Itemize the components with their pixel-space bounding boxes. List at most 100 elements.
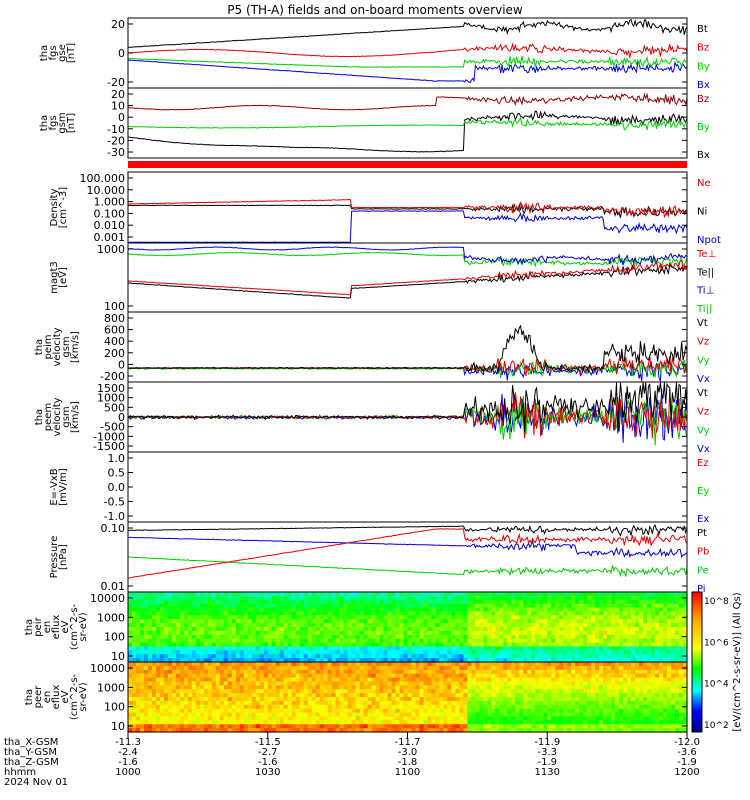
spectrogram-cell [275,607,281,613]
spectrogram-cell [523,673,528,679]
spectrogram-cell [503,627,508,632]
spectrogram-cell [591,611,596,616]
spectrogram-cell [467,720,472,725]
spectrogram-cell [371,662,377,667]
spectrogram-cell [279,646,285,651]
spectrogram-cell [571,623,576,628]
spectrogram-cell [235,650,241,655]
spectrogram-cell [383,615,389,620]
spectrogram-cell [315,611,321,616]
spectrogram-cell [531,619,536,624]
spectrogram-cell [299,720,305,725]
spectrogram-cell [475,681,480,686]
spectrogram-cell [271,693,277,698]
spectrogram-cell [411,619,417,624]
spectrogram-cell [371,615,377,620]
spectrogram-cell [187,677,193,683]
spectrogram-cell [343,627,349,632]
spectrogram-cell [435,662,440,667]
spectrogram-cell [423,677,429,683]
spectrogram-cell [395,693,401,698]
spectrogram-cell [315,599,321,605]
spectrogram-cell [571,646,576,651]
spectrogram-cell [475,619,480,624]
spectrogram-cell [659,615,664,620]
spectrogram-cell [275,665,281,671]
spectrogram-cell [183,592,189,597]
spectrogram-cell [551,615,556,620]
spectrogram-cell [487,654,492,659]
spectrogram-cell [603,611,608,616]
legend-efield-2: Ex [697,514,709,525]
spectrogram-cell [187,689,193,694]
spectrogram-cell [355,673,361,679]
spectrogram-cell [519,669,524,675]
spectrogram-cell [327,603,333,609]
spectrogram-cell [531,708,536,714]
spectrogram-cell [535,603,540,609]
spectrogram-cell [607,665,612,671]
spectrogram-cell [543,634,548,640]
spectrogram-cell [363,693,369,698]
spectrogram-cell [307,627,313,632]
spectrogram-cell [571,595,576,601]
spectrogram-cell [159,592,165,597]
spectrogram-cell [235,716,241,721]
spectrogram-cell [671,592,676,597]
spectrogram-cell [191,595,197,601]
spectrogram-cell [167,712,173,718]
spectrogram-cell [140,720,145,725]
spectrogram-cell [595,712,600,718]
spectrogram-cell [148,681,153,686]
spectrogram-cell [179,708,185,714]
spectrogram-cell [311,642,317,648]
spectrogram-cell [203,697,209,702]
spectrogram-cell [187,615,193,620]
spectrogram-cell [467,716,472,721]
spectrogram-cell [599,689,604,694]
spectrogram-cell [343,693,349,698]
spectrogram-cell [179,623,185,628]
spectrogram-cell [211,599,217,605]
y-tick-label: 200 [104,347,125,360]
spectrogram-cell [311,673,317,679]
spectrogram-cell [623,650,628,655]
legend-peem_velocity-1: Vz [697,407,709,418]
spectrogram-cell [439,662,444,667]
spectrogram-cell [215,724,221,729]
spectrogram-cell [363,607,369,613]
spectrogram-cell [575,712,580,718]
spectrogram-cell [439,634,444,640]
spectrogram-cell [663,595,668,601]
spectrogram-cell [128,642,133,648]
spectrogram-cell [267,665,273,671]
spectrogram-cell [515,634,520,640]
spectrogram-cell [207,708,213,714]
spectrogram-cell [547,665,552,671]
spectrogram-cell [507,595,512,601]
spectrogram-cell [475,627,480,632]
spectrogram-cell [199,677,205,683]
spectrogram-cell [187,708,193,714]
spectrogram-cell [635,634,640,640]
spectrogram-cell [615,627,620,632]
spectrogram-cell [303,595,309,601]
spectrogram-cell [411,638,417,644]
spectrogram-cell [391,720,397,725]
spectrogram-cell [571,615,576,620]
spectrogram-cell [603,603,608,609]
spectrogram-cell [351,623,357,628]
spectrogram-cell [395,677,401,683]
spectrogram-cell [148,662,153,667]
spectrogram-cell [175,697,181,702]
spectrogram-cell [371,685,377,690]
spectrogram-cell [183,607,189,613]
spectrogram-cell [611,700,616,706]
spectrogram-cell [199,650,205,655]
spectrogram-cell [303,654,309,659]
spectrogram-cell [259,630,265,636]
spectrogram-cell [231,724,237,729]
spectrogram-cell [551,611,556,616]
spectrogram-cell [483,716,488,721]
spectrogram-cell [215,627,221,632]
